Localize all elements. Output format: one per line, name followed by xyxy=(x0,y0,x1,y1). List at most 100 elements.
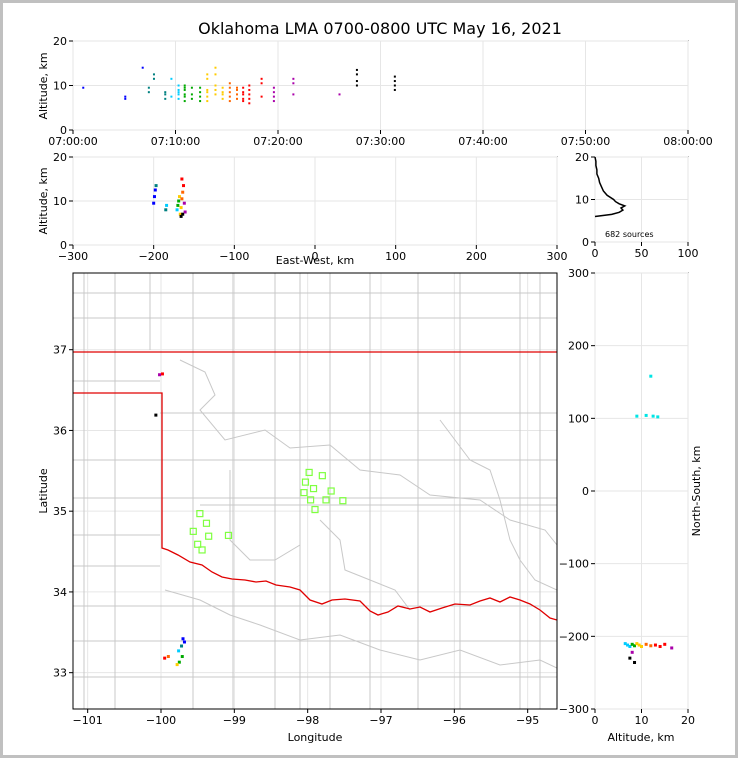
time-tick-label: 07:50:00 xyxy=(561,135,610,148)
time-source-point xyxy=(221,86,224,89)
y-source-point xyxy=(635,414,639,418)
time-source-point xyxy=(199,100,202,103)
histogram-panel: 0 50 100 0 10 20 682 sources xyxy=(575,151,699,260)
time-source-point xyxy=(236,86,238,89)
map-ytick-label: 34 xyxy=(53,586,67,599)
time-source-point xyxy=(147,91,150,94)
y-source-point xyxy=(649,374,653,378)
x-source-point xyxy=(182,184,186,188)
lma-station-marker xyxy=(339,497,347,505)
plan-view-frame xyxy=(72,272,558,710)
y-source-point xyxy=(633,644,637,648)
y-source-point xyxy=(658,645,662,649)
x-ytick-label: 0 xyxy=(60,239,67,252)
x-tick-label: 0 xyxy=(312,250,319,263)
time-source-point xyxy=(242,86,245,89)
x-source-point xyxy=(175,208,179,212)
map-source-point xyxy=(181,637,185,641)
time-source-point xyxy=(248,93,251,96)
time-source-point xyxy=(292,82,295,85)
y-tick-label: −200 xyxy=(559,630,589,643)
y-source-point xyxy=(630,642,634,646)
time-source-point xyxy=(164,93,167,96)
time-ytick-label: 20 xyxy=(53,35,67,48)
x-source-point xyxy=(154,184,158,188)
time-source-point xyxy=(236,97,238,100)
time-source-point xyxy=(124,97,127,100)
time-source-point xyxy=(228,82,231,85)
y-tick-label: −300 xyxy=(559,703,589,716)
time-source-point xyxy=(177,93,180,96)
lma-station-marker xyxy=(224,531,233,540)
time-source-point xyxy=(177,88,180,91)
time-source-point xyxy=(272,100,275,103)
lma-station-marker xyxy=(327,487,335,495)
altitude-y-xlabel: Altitude, km xyxy=(607,731,674,744)
time-source-point xyxy=(190,93,193,96)
county-lines xyxy=(73,273,557,709)
time-tick-label: 07:30:00 xyxy=(356,135,405,148)
x-source-point xyxy=(180,177,184,181)
x-tick-label: 200 xyxy=(466,250,487,263)
y-tick-label: 200 xyxy=(568,340,589,353)
time-tick-label: 08:00:00 xyxy=(663,135,712,148)
altitude-y-panel: 0 10 20 −300 −200 −100 0 100 200 300 North-South,… xyxy=(559,267,703,744)
time-source-point xyxy=(248,88,251,91)
plan-view-ylabel: Latitude xyxy=(37,468,50,514)
lma-station-marker xyxy=(305,468,313,477)
x-tick-label: −200 xyxy=(139,250,169,263)
x-tick-label: −100 xyxy=(219,250,249,263)
x-source-point xyxy=(176,203,180,207)
time-source-point xyxy=(164,91,167,94)
time-source-point xyxy=(260,77,263,80)
map-ytick-label: 33 xyxy=(53,667,67,680)
time-tick-label: 07:20:00 xyxy=(253,135,302,148)
y-source-point xyxy=(651,414,655,418)
x-source-point xyxy=(165,203,169,207)
time-source-point xyxy=(152,73,155,76)
time-source-point xyxy=(292,77,295,80)
plan-view-xlabel: Longitude xyxy=(288,731,343,744)
time-source-point xyxy=(206,100,209,103)
x-source-point xyxy=(181,212,185,216)
time-source-point xyxy=(355,84,358,87)
y-source-point xyxy=(644,642,648,646)
map-source-point xyxy=(182,640,186,644)
time-source-point xyxy=(272,91,275,94)
time-source-point xyxy=(177,84,180,87)
x-source-point xyxy=(183,210,187,214)
time-source-point xyxy=(214,84,217,87)
time-source-point xyxy=(248,84,251,87)
time-altitude-panel: 07:00:00 07:10:00 07:20:00 07:30:00 07:40:00… xyxy=(37,35,713,148)
x-source-point xyxy=(177,199,181,203)
map-source-point xyxy=(158,373,162,377)
time-source-point xyxy=(292,93,295,96)
time-source-point xyxy=(272,95,275,98)
lma-station-marker xyxy=(318,472,326,480)
y-tick-label: 100 xyxy=(568,412,589,425)
map-source-point xyxy=(163,656,167,660)
y-source-point xyxy=(640,645,643,649)
x-source-point xyxy=(178,212,182,216)
x-source-point xyxy=(152,201,156,205)
time-source-point xyxy=(183,95,186,98)
map-source-point xyxy=(166,655,170,659)
time-source-point xyxy=(355,68,358,71)
figure-title: Oklahoma LMA 0700-0800 UTC May 16, 2021 xyxy=(198,19,562,38)
y-tick-label: 300 xyxy=(568,267,589,280)
time-ytick-label: 10 xyxy=(53,80,67,93)
lma-station-marker xyxy=(194,540,202,548)
time-source-point xyxy=(355,73,358,76)
time-source-point xyxy=(141,66,144,69)
x-source-point xyxy=(152,195,156,199)
hist-ytick-label: 20 xyxy=(575,151,589,164)
x-tick-label: 300 xyxy=(547,250,568,263)
time-source-point xyxy=(260,95,263,98)
time-source-point xyxy=(242,97,245,100)
map-source-point xyxy=(177,660,181,664)
time-source-point xyxy=(164,97,167,100)
y-source-point xyxy=(663,642,667,646)
map-tick-label: −95 xyxy=(516,714,539,727)
time-source-point xyxy=(260,82,263,85)
time-tick-label: 07:00:00 xyxy=(48,135,97,148)
